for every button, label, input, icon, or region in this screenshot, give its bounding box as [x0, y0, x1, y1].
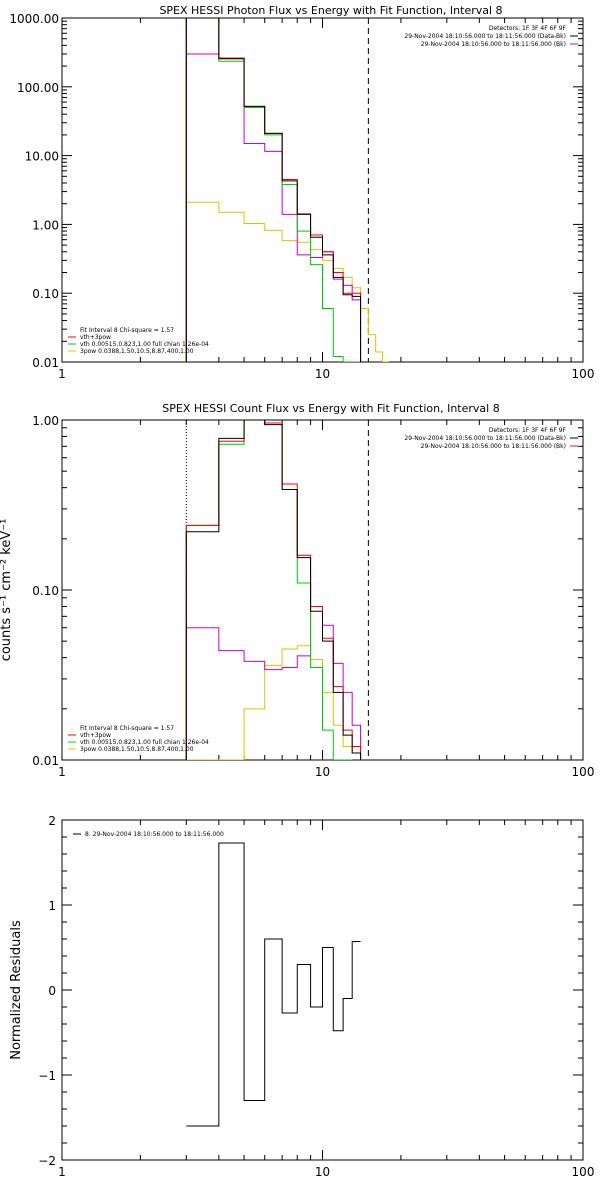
panel3-y-tick-label: 0	[48, 984, 56, 998]
panel1-y-tick-label: 0.01	[32, 356, 59, 370]
panel3-ylabel: Normalized Residuals	[9, 920, 24, 1060]
panel3-y-tick-label: −1	[38, 1069, 56, 1083]
panel1-x-tick-label: 1	[58, 367, 66, 381]
panel2-legend_left-3: vth 0.00515,0.823,1.00 full chian 1.26e-…	[80, 739, 209, 746]
panel1-series-1	[185, 18, 369, 362]
panel2-x-tick-label: 100	[572, 765, 595, 779]
panel3-series-1	[186, 842, 361, 1127]
panel2-legend_left-4: 3pow 0.0388,1.50,10.5,8.87,400,1.00	[80, 746, 194, 753]
panel2-legend_right-1: Detectors: 1F 3F 4F 6F 9F	[489, 427, 567, 434]
panel2-x-tick-label: 1	[58, 765, 66, 779]
panel2-series-5	[186, 645, 369, 760]
panel2-series-2	[185, 420, 369, 760]
panel1-series-5	[185, 201, 389, 362]
panel3-x-tick-label: 100	[572, 1165, 595, 1179]
panel1-title: SPEX HESSI Photon Flux vs Energy with Fi…	[159, 4, 502, 17]
panel1-frame	[61, 17, 584, 363]
panel1-legend_right-2: 29-Nov-2004 18:10:56.000 to 18:11:56.000…	[404, 33, 566, 40]
panel1-legend_left-1: Fit Interval 8 Chi-square = 1.57	[80, 327, 174, 334]
panel2-title: SPEX HESSI Count Flux vs Energy with Fit…	[162, 402, 499, 415]
panel1-legend_right-1: Detectors: 1F 3F 4F 6F 9F	[489, 25, 567, 32]
panel2-legend_right-3: 29-Nov-2004 18:10:56.000 to 18:11:56.000…	[421, 443, 566, 450]
panel2-x-tick-label: 10	[315, 765, 330, 779]
panel1-legend_left-3: vth 0.00515,0.823,1.00 full chian 1.26e-…	[80, 341, 209, 348]
panel1-y-tick-label: 1000.00	[9, 12, 59, 26]
panel2-y-tick-label: 0.10	[32, 584, 59, 598]
panel2-legend_right-2: 29-Nov-2004 18:10:56.000 to 18:11:56.000…	[404, 435, 566, 442]
panel1-y-tick-label: 100.00	[17, 81, 59, 95]
panel1-legend_right-3: 29-Nov-2004 18:10:56.000 to 18:11:56.000…	[421, 41, 566, 48]
panel2-series-3	[185, 420, 353, 760]
panel3-y-tick-label: 1	[48, 899, 56, 913]
panel3-legend_left-1: 8. 29-Nov-2004 18:10:56.000 to 18:11:56.…	[85, 831, 224, 838]
panel2-series-4	[185, 605, 369, 760]
panel2-ylabel: counts s⁻¹ cm⁻² keV⁻¹	[0, 519, 14, 662]
panel1-legend_left-4: 3pow 0.0388,1.50,10.5,8.87,400,1.00	[80, 348, 194, 355]
panel3-x-tick-label: 10	[315, 1165, 330, 1179]
panel2-series-1	[185, 420, 369, 760]
panel2-legend_left-2: vth+3pow	[80, 732, 111, 739]
panel2-y-tick-label: 0.01	[32, 754, 59, 768]
panel1-y-tick-label: 0.10	[32, 287, 59, 301]
panel2-legend_left-1: Fit Interval 8 Chi-square = 1.57	[80, 725, 174, 732]
panel1-series-4	[185, 53, 369, 362]
panel1-series-2	[185, 18, 369, 362]
panel1-x-tick-label: 10	[315, 367, 330, 381]
panel1-series-3	[185, 18, 361, 362]
panel1-y-tick-label: 1.00	[32, 218, 59, 232]
panel1-y-tick-label: 10.00	[25, 150, 59, 164]
panel1-legend_left-2: vth+3pow	[80, 334, 111, 341]
panel3-y-tick-label: −2	[38, 1154, 56, 1168]
panel2-y-tick-label: 1.00	[32, 414, 59, 428]
panel3-y-tick-label: 2	[48, 814, 56, 828]
panel3-x-tick-label: 1	[58, 1165, 66, 1179]
panel1-x-tick-label: 100	[572, 367, 595, 381]
